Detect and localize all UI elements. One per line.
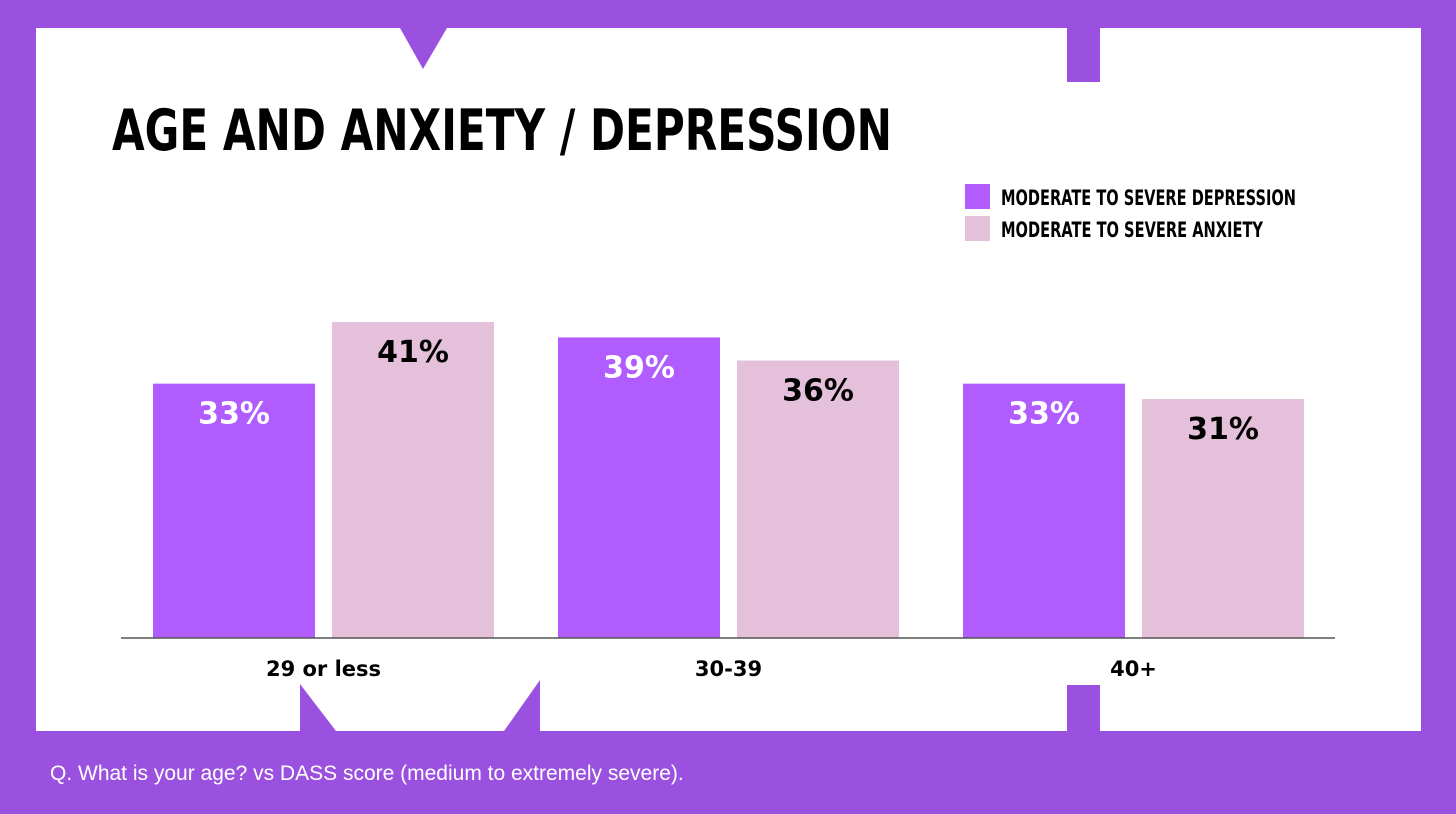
bar-depression-40-plus xyxy=(963,383,1125,638)
data-label-anxiety-40-plus: 31% xyxy=(1187,412,1259,447)
legend-swatch-anxiety xyxy=(965,216,990,241)
decor-notch-bottom xyxy=(300,684,336,731)
chart-title: AGE AND ANXIETY / DEPRESSION xyxy=(112,98,892,164)
bar-depression-29-or-less xyxy=(153,383,315,638)
footnote: Q. What is your age? vs DASS score (medi… xyxy=(50,762,684,785)
decor-tab-bottom xyxy=(1067,685,1100,731)
data-label-depression-29-or-less: 33% xyxy=(198,397,270,432)
data-label-anxiety-30-39: 36% xyxy=(782,374,854,409)
data-label-depression-30-39: 39% xyxy=(603,350,675,385)
x-tick-label-29-or-less: 29 or less xyxy=(266,657,381,681)
bar-anxiety-30-39 xyxy=(737,360,899,638)
legend-swatch-depression xyxy=(965,184,990,209)
legend-label-depression: MODERATE TO SEVERE DEPRESSION xyxy=(1001,186,1296,210)
decor-notch-bottom-2 xyxy=(504,680,540,731)
decor-tab-top xyxy=(1067,28,1100,82)
bar-depression-30-39 xyxy=(558,337,720,638)
bar-anxiety-29-or-less xyxy=(332,322,494,638)
x-tick-label-30-39: 30-39 xyxy=(695,657,762,681)
x-tick-label-40-plus: 40+ xyxy=(1110,657,1157,681)
legend-label-anxiety: MODERATE TO SEVERE ANXIETY xyxy=(1001,218,1264,242)
decor-notch-top xyxy=(400,28,447,69)
data-label-anxiety-29-or-less: 41% xyxy=(377,335,449,370)
bar-anxiety-40-plus xyxy=(1142,399,1304,638)
data-label-depression-40-plus: 33% xyxy=(1008,397,1080,432)
